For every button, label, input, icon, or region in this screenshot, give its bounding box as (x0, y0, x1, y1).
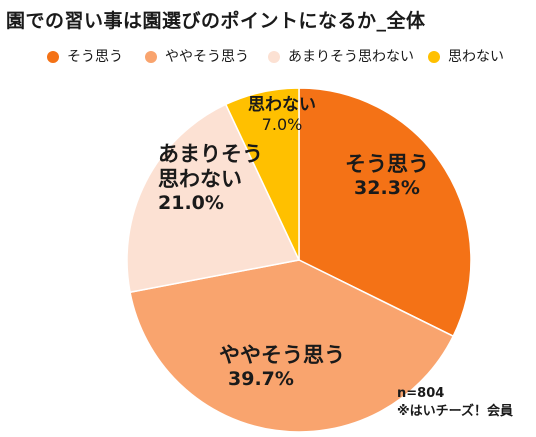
slice-value-label: 21.0% (158, 192, 263, 215)
slice-label-amari-sou-omowanai: あまりそう 思わない 21.0% (158, 142, 263, 215)
source-note: ※はいチーズ！会員 (397, 403, 513, 421)
sample-size-note: n=804 (397, 385, 513, 403)
footnote: n=804 ※はいチーズ！会員 (397, 385, 513, 420)
slice-name: 思わない (248, 95, 316, 115)
slice-label-sou-omou: そう思う 32.3% (345, 152, 429, 200)
slice-name: ややそう思う (219, 343, 345, 368)
slice-value-label: 32.3% (345, 177, 429, 200)
slice-name: そう思う (345, 152, 429, 177)
slice-name-line2: 思わない (158, 167, 263, 192)
slice-name-line1: あまりそう (158, 142, 263, 167)
slice-label-yaya-sou-omou: ややそう思う 39.7% (219, 343, 345, 391)
slice-label-omowanai: 思わない 7.0% (248, 95, 316, 135)
slice-value-label: 7.0% (248, 115, 316, 134)
slice-value-label: 39.7% (219, 368, 345, 391)
